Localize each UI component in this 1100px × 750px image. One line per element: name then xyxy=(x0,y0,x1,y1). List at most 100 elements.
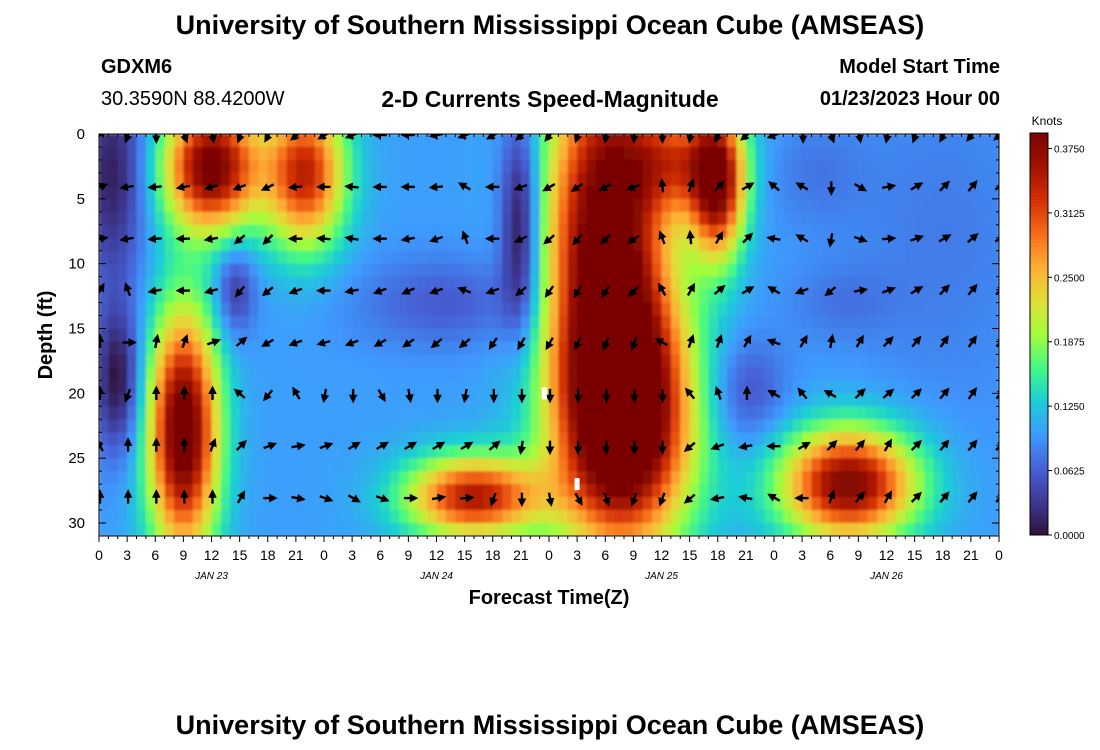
colorbar-swatch xyxy=(1030,401,1048,405)
heatmap-cell xyxy=(314,263,325,278)
heatmap-cell xyxy=(830,367,841,381)
heatmap-cell xyxy=(661,276,672,291)
heatmap-cell xyxy=(145,497,156,511)
heatmap-cell xyxy=(586,185,597,200)
heatmap-cell xyxy=(745,198,756,213)
heatmap-cell xyxy=(586,393,597,407)
heatmap-cell xyxy=(249,432,259,446)
heatmap-cell xyxy=(567,510,578,524)
heatmap-cell xyxy=(220,419,231,433)
heatmap-cell xyxy=(314,328,325,343)
heatmap-cell xyxy=(830,380,841,394)
heatmap-cell xyxy=(736,328,747,343)
heatmap-cell xyxy=(680,198,691,213)
current-vector-arrow xyxy=(910,491,922,503)
heatmap-cell xyxy=(774,497,784,511)
heatmap-cell xyxy=(886,263,897,278)
heatmap-cell xyxy=(895,237,906,252)
heatmap-cell xyxy=(820,484,831,498)
heatmap-cell xyxy=(764,302,775,317)
current-vector-arrow xyxy=(400,234,416,244)
heatmap-cell xyxy=(905,198,916,213)
heatmap-cell xyxy=(174,328,184,343)
heatmap-cell xyxy=(520,211,531,226)
heatmap-cell xyxy=(942,497,953,511)
heatmap-cell xyxy=(399,146,409,161)
heatmap-cell xyxy=(502,276,513,291)
heatmap-cell xyxy=(286,289,297,304)
heatmap-cell xyxy=(117,510,128,524)
heatmap-cell xyxy=(333,510,344,524)
heatmap-cell xyxy=(230,146,241,161)
heatmap-cell xyxy=(764,276,775,291)
heatmap-cell xyxy=(380,523,391,536)
heatmap-cell xyxy=(961,237,972,252)
current-vector-arrow xyxy=(544,134,554,142)
heatmap-cell xyxy=(324,432,334,446)
heatmap-cell xyxy=(427,406,438,420)
heatmap-cell xyxy=(511,302,522,317)
heatmap-cell xyxy=(389,419,400,433)
heatmap-cell xyxy=(652,315,663,330)
current-vector-arrow xyxy=(372,286,387,295)
heatmap-cell xyxy=(230,367,241,381)
current-vector-arrow xyxy=(625,182,640,192)
heatmap-cell xyxy=(464,315,475,330)
heatmap-cell xyxy=(689,523,700,536)
heatmap-cell xyxy=(230,419,241,433)
heatmap-cell xyxy=(661,432,672,446)
heatmap-cell xyxy=(380,134,391,148)
heatmap-cell xyxy=(492,185,503,200)
heatmap-cell xyxy=(324,134,334,148)
heatmap-cell xyxy=(708,432,719,446)
heatmap-cell xyxy=(970,289,981,304)
heatmap-cell xyxy=(802,263,813,278)
heatmap-cell xyxy=(792,458,803,472)
heatmap-cell xyxy=(764,341,775,356)
heatmap-cell xyxy=(455,172,466,187)
heatmap-cell xyxy=(652,198,663,213)
heatmap-cell xyxy=(502,237,513,252)
heatmap-cell xyxy=(727,211,738,226)
heatmap-cell xyxy=(980,172,991,187)
y-tick-label: 10 xyxy=(68,256,85,273)
heatmap-cell xyxy=(455,224,466,239)
heatmap-cell xyxy=(427,198,438,213)
heatmap-cell xyxy=(914,497,925,511)
heatmap-cell xyxy=(970,523,981,536)
heatmap-cell xyxy=(858,289,869,304)
heatmap-cell xyxy=(361,250,372,265)
heatmap-cell xyxy=(689,445,700,459)
current-vector-arrow xyxy=(316,234,331,244)
heatmap-cell xyxy=(136,276,147,291)
heatmap-cell xyxy=(586,289,597,304)
heatmap-cell xyxy=(914,159,925,174)
y-tick-label: 25 xyxy=(68,450,85,467)
heatmap-cell xyxy=(427,224,438,239)
heatmap-cell xyxy=(277,211,288,226)
heatmap-cell xyxy=(136,393,147,407)
heatmap-cell xyxy=(455,471,466,485)
heatmap-cell xyxy=(220,315,231,330)
heatmap-cell xyxy=(277,510,288,524)
heatmap-cell xyxy=(520,458,531,472)
heatmap-cell xyxy=(455,445,466,459)
heatmap-cell xyxy=(764,224,775,239)
heatmap-cell xyxy=(802,172,813,187)
heatmap-cell xyxy=(286,484,297,498)
current-vector-arrow xyxy=(768,181,780,192)
heatmap-cell xyxy=(924,393,934,407)
current-vector-arrow xyxy=(428,182,444,192)
heatmap-cell xyxy=(877,198,888,213)
current-vector-arrow xyxy=(206,338,221,347)
heatmap-cell xyxy=(305,211,316,226)
heatmap-cell xyxy=(267,510,278,524)
heatmap-cell xyxy=(624,354,634,369)
heatmap-cell xyxy=(192,393,203,407)
heatmap-cell xyxy=(483,367,494,381)
heatmap-cell xyxy=(492,406,503,420)
heatmap-cell xyxy=(520,289,531,304)
heatmap-cell xyxy=(624,211,634,226)
heatmap-cell xyxy=(399,211,409,226)
heatmap-cell xyxy=(333,523,344,536)
